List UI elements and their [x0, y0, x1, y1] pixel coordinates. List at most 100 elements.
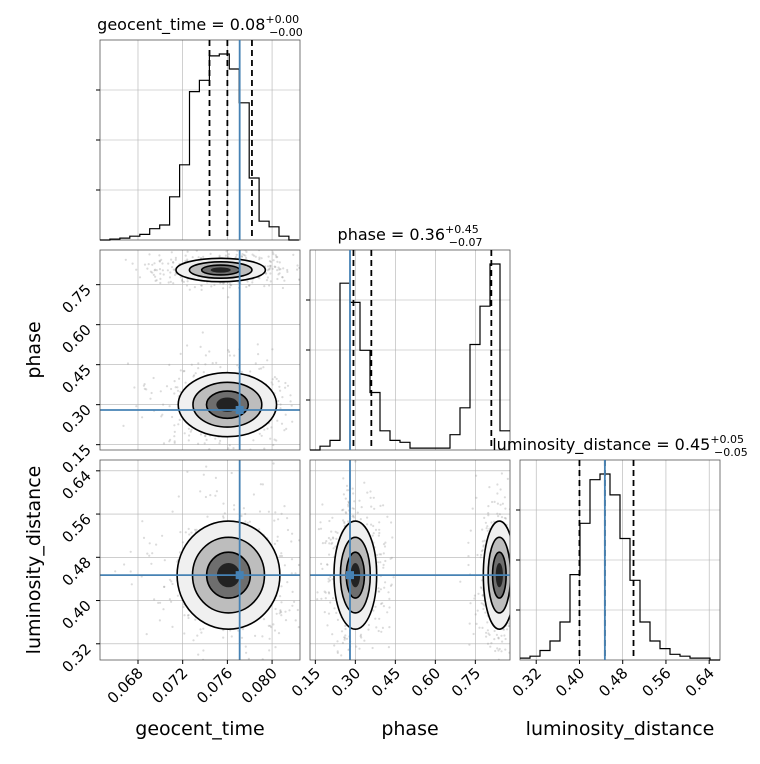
contour-luminosity_distance-vs-phase-sample-point — [327, 536, 330, 540]
contour-phase-vs-geocent_time-sample-point — [257, 353, 260, 356]
contour-luminosity_distance-vs-geocent_time-sample-point — [279, 609, 282, 612]
contour-luminosity_distance-vs-geocent_time-sample-point — [307, 591, 309, 593]
contour-luminosity_distance-vs-phase-sample-point — [359, 518, 362, 521]
contour-luminosity_distance-vs-phase-sample-point — [479, 556, 482, 559]
ytick-label-luminosity_distance: 0.64 — [58, 467, 94, 503]
contour-luminosity_distance-vs-phase-sample-point — [347, 520, 350, 523]
contour-phase-vs-geocent_time-sample-point — [276, 269, 279, 272]
contour-luminosity_distance-vs-phase-sample-point — [327, 591, 330, 594]
contour-phase-vs-geocent_time-sample-point — [215, 361, 218, 364]
contour-luminosity_distance-vs-phase-sample-point — [371, 534, 374, 537]
contour-luminosity_distance-vs-phase-sample-point — [467, 541, 470, 544]
contour-phase-vs-geocent_time-sample-point — [160, 258, 163, 261]
contour-phase-vs-geocent_time-sample-point — [281, 396, 284, 399]
contour-luminosity_distance-vs-phase-sample-point — [321, 503, 324, 506]
contour-phase-vs-geocent_time-sample-point — [213, 283, 216, 287]
contour-luminosity_distance-vs-geocent_time-sample-point — [276, 535, 279, 538]
contour-phase-vs-geocent_time-sample-point — [201, 331, 204, 334]
contour-phase-vs-geocent_time-sample-point — [153, 269, 156, 272]
contour-luminosity_distance-vs-geocent_time-sample-point — [290, 540, 293, 543]
contour-phase-vs-geocent_time-sample-point — [278, 261, 281, 264]
contour-phase-vs-geocent_time-sample-point — [155, 269, 158, 272]
contour-luminosity_distance-vs-phase-sample-point — [521, 539, 523, 541]
contour-phase-vs-geocent_time-sample-point — [273, 265, 276, 268]
contour-luminosity_distance-vs-phase-sample-point — [382, 543, 386, 546]
contour-luminosity_distance-vs-geocent_time-sample-point — [239, 675, 241, 677]
contour-luminosity_distance-vs-phase-sample-point — [486, 629, 489, 632]
contour-luminosity_distance-vs-geocent_time-sample-point — [293, 600, 296, 604]
contour-phase-vs-geocent_time-sample-point — [258, 258, 261, 261]
contour-phase-vs-geocent_time-sample-point — [210, 285, 213, 288]
contour-luminosity_distance-vs-phase-sample-point — [485, 527, 488, 530]
contour-luminosity_distance-vs-phase-sample-point — [516, 564, 518, 566]
contour-luminosity_distance-vs-phase-sample-point — [481, 528, 484, 531]
contour-luminosity_distance-vs-geocent_time-sample-point — [200, 631, 203, 634]
contour-phase-vs-geocent_time-sample-point — [209, 252, 212, 255]
contour-luminosity_distance-vs-geocent_time-sample-point — [196, 634, 199, 637]
contour-phase-vs-geocent_time-sample-point — [228, 350, 231, 353]
contour-luminosity_distance-vs-phase-sample-point — [512, 672, 514, 674]
contour-luminosity_distance-vs-phase-sample-point — [485, 635, 488, 638]
contour-phase-vs-geocent_time-truth-marker — [235, 406, 244, 414]
contour-luminosity_distance-vs-phase-sample-point — [488, 486, 491, 489]
contour-luminosity_distance-vs-geocent_time-sample-point — [230, 471, 233, 475]
contour-luminosity_distance-vs-phase-sample-point — [468, 622, 471, 625]
contour-luminosity_distance-vs-phase-sample-point — [514, 542, 516, 544]
contour-luminosity_distance-vs-phase-sample-point — [325, 540, 328, 543]
contour-luminosity_distance-vs-phase-sample-point — [480, 602, 483, 605]
contour-luminosity_distance-vs-phase-sample-point — [511, 578, 513, 580]
contour-phase-vs-geocent_time-sample-point — [270, 426, 273, 429]
hist-luminosity_distance-title: luminosity_distance = 0.45+0.05 −0.05 — [492, 433, 748, 459]
contour-luminosity_distance-vs-geocent_time-sample-point — [258, 528, 261, 531]
contour-luminosity_distance-vs-phase-sample-point — [488, 633, 491, 637]
contour-phase-vs-geocent_time-sample-point — [258, 432, 261, 435]
contour-phase-vs-geocent_time-sample-point — [271, 251, 274, 254]
contour-phase-vs-geocent_time-sample-point — [186, 250, 189, 253]
contour-luminosity_distance-vs-geocent_time-sample-point — [182, 605, 185, 609]
contour-luminosity_distance-vs-phase-sample-point — [472, 632, 475, 636]
contour-luminosity_distance-vs-phase-sample-point — [516, 597, 518, 599]
hist-geocent_time-title: geocent_time = 0.08+0.00 −0.00 — [97, 13, 303, 39]
contour-luminosity_distance-vs-phase-sample-point — [333, 607, 336, 610]
contour-luminosity_distance-vs-phase-sample-point — [342, 493, 345, 496]
contour-phase-vs-geocent_time-sample-point — [248, 284, 251, 287]
contour-luminosity_distance-vs-geocent_time-sample-point — [286, 528, 290, 532]
contour-phase-vs-geocent_time-sample-point — [230, 284, 233, 287]
contour-luminosity_distance-vs-geocent_time-sample-point — [148, 554, 151, 557]
contour-luminosity_distance-vs-geocent_time-sample-point — [242, 507, 245, 510]
contour-luminosity_distance-vs-phase-sample-point — [520, 664, 522, 666]
contour-phase-vs-geocent_time-sample-point — [279, 403, 282, 406]
contour-luminosity_distance-vs-geocent_time-sample-point — [294, 619, 297, 622]
contour-luminosity_distance-vs-phase-sample-point — [366, 516, 369, 519]
contour-luminosity_distance-vs-phase-sample-point — [373, 668, 375, 670]
contour-luminosity_distance-vs-phase-sample-point — [493, 500, 496, 503]
contour-luminosity_distance-vs-phase-sample-point — [342, 477, 345, 480]
contour-luminosity_distance-vs-phase-sample-point — [480, 550, 483, 553]
contour-luminosity_distance-vs-phase-sample-point — [377, 534, 380, 537]
contour-phase-vs-geocent_time-sample-point — [154, 275, 157, 278]
contour-luminosity_distance-vs-phase-sample-point — [372, 609, 375, 612]
contour-luminosity_distance-vs-geocent_time-sample-point — [187, 616, 190, 620]
contour-luminosity_distance-vs-phase-sample-point — [342, 508, 345, 511]
title-main: geocent_time = 0.08 — [97, 15, 265, 35]
contour-luminosity_distance-vs-phase-sample-point — [347, 648, 350, 652]
contour-phase-vs-geocent_time-sample-point — [126, 362, 130, 365]
contour-phase-vs-geocent_time-sample-point — [222, 287, 225, 290]
title-minus: −0.00 — [269, 26, 303, 39]
contour-luminosity_distance-vs-geocent_time-sample-point — [246, 521, 249, 525]
contour-luminosity_distance-vs-phase-sample-point — [320, 597, 323, 600]
contour-luminosity_distance-vs-phase-sample-point — [487, 505, 490, 508]
contour-phase-vs-geocent_time-sample-point — [197, 442, 200, 445]
contour-luminosity_distance-vs-phase-sample-point — [524, 591, 526, 593]
contour-luminosity_distance-vs-phase-sample-point — [497, 649, 500, 652]
contour-luminosity_distance-vs-geocent_time-sample-point — [157, 601, 160, 605]
contour-luminosity_distance-vs-phase-sample-point — [500, 634, 503, 637]
contour-phase-vs-geocent_time-sample-point — [205, 438, 208, 441]
contour-luminosity_distance-vs-phase-sample-point — [358, 647, 361, 650]
contour-luminosity_distance-vs-phase-sample-point — [512, 603, 514, 605]
contour-luminosity_distance-vs-geocent_time-sample-point — [202, 649, 205, 652]
contour-luminosity_distance-vs-geocent_time-sample-point — [267, 510, 270, 513]
contour-luminosity_distance-vs-phase-sample-point — [382, 504, 385, 507]
contour-phase-vs-geocent_time-sample-point — [202, 255, 205, 258]
contour-phase-vs-geocent_time-sample-point — [279, 268, 282, 271]
